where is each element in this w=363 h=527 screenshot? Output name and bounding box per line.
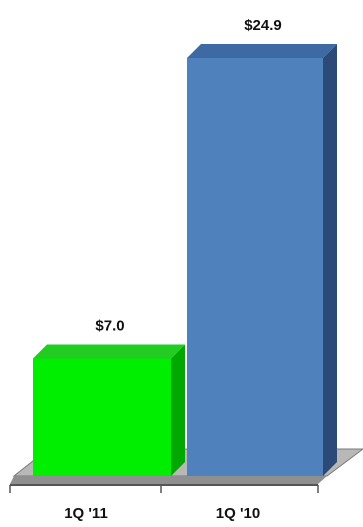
bar-front-face	[33, 358, 171, 476]
floor-front	[10, 476, 327, 484]
bar-1	[33, 344, 185, 476]
bar-front-face	[187, 58, 323, 476]
data-label-2: $24.9	[244, 17, 282, 34]
data-label-1: $7.0	[95, 317, 124, 334]
bar-2	[187, 44, 337, 476]
bar-side-face	[171, 344, 185, 476]
x-tick-label-1: 1Q '11	[64, 505, 108, 522]
bar-top-face	[33, 344, 185, 359]
bars-group	[33, 44, 337, 476]
x-tick-label-2: 1Q '10	[216, 505, 260, 522]
bar-top-face	[187, 44, 337, 58]
bar-side-face	[323, 44, 337, 476]
labels-group: $7.0 1Q '11 $24.9 1Q '10	[64, 17, 282, 522]
